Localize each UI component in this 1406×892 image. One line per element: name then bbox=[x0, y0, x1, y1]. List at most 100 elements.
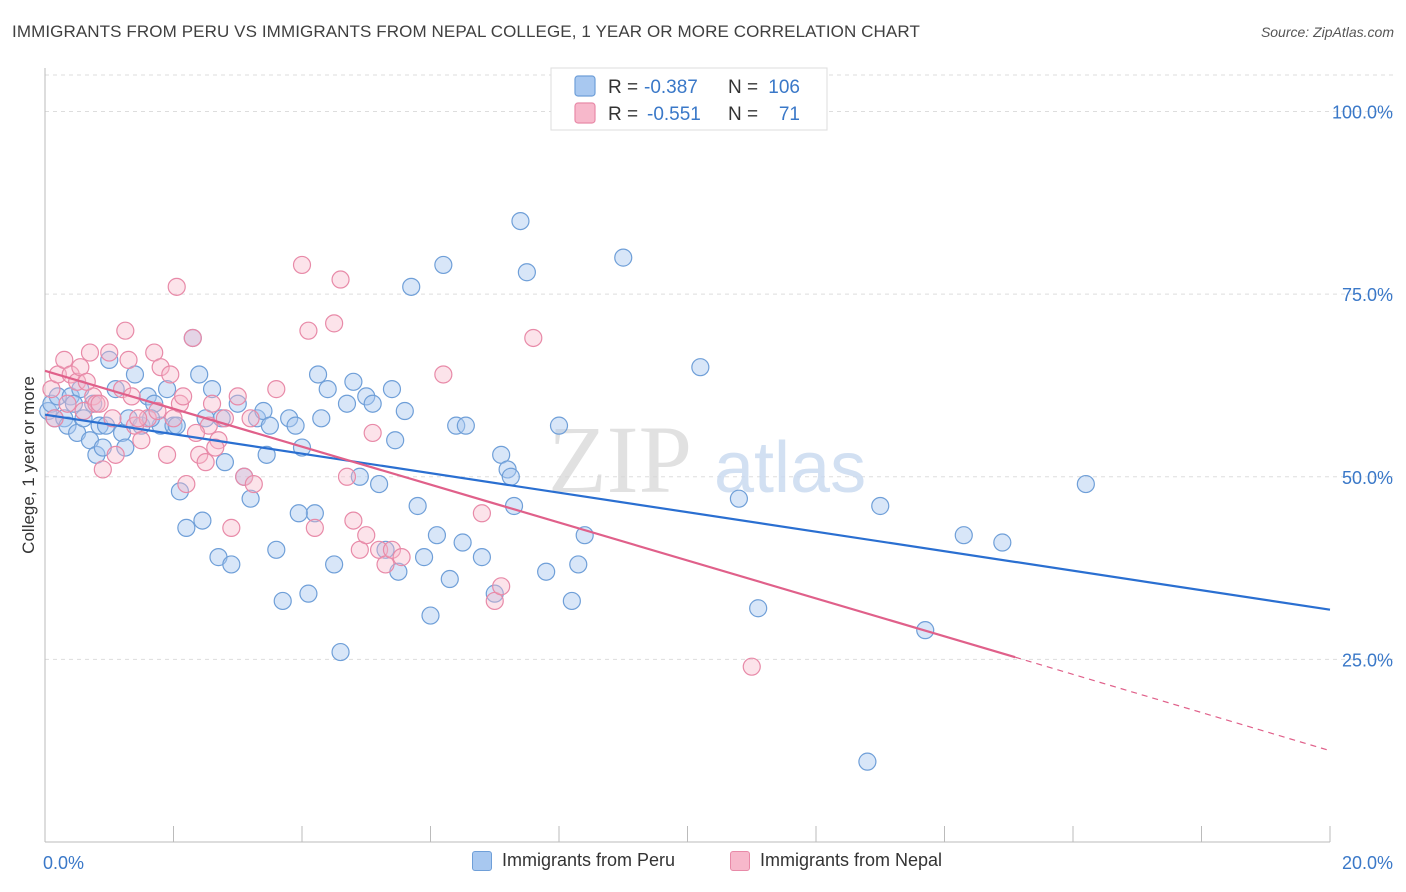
data-point-nepal bbox=[434, 365, 453, 384]
data-point-peru bbox=[215, 453, 234, 472]
data-point-nepal bbox=[174, 387, 193, 406]
data-point-nepal bbox=[337, 467, 357, 486]
trend-line-nepal bbox=[44, 369, 1016, 659]
data-point-peru bbox=[414, 548, 434, 567]
data-point-peru bbox=[501, 467, 520, 486]
data-point-nepal bbox=[45, 409, 64, 428]
data-point-peru bbox=[260, 416, 279, 435]
data-point-nepal bbox=[119, 350, 138, 369]
data-point-peru bbox=[376, 540, 395, 559]
data-point-peru bbox=[386, 431, 405, 450]
data-point-peru bbox=[193, 511, 212, 530]
data-point-nepal bbox=[93, 460, 112, 479]
data-point-peru bbox=[402, 277, 421, 296]
data-point-nepal bbox=[157, 445, 177, 464]
data-point-nepal bbox=[363, 423, 382, 443]
data-point-peru bbox=[395, 401, 414, 421]
gridlines bbox=[45, 74, 1395, 660]
trend-lines bbox=[44, 369, 1331, 752]
data-point-peru bbox=[157, 380, 177, 399]
data-point-nepal bbox=[524, 328, 543, 348]
data-point-peru bbox=[222, 555, 241, 574]
data-point-nepal bbox=[344, 511, 363, 530]
data-point-peru bbox=[241, 489, 260, 508]
data-point-peru bbox=[318, 380, 337, 399]
data-point-nepal bbox=[492, 577, 511, 596]
data-point-peru bbox=[363, 394, 382, 413]
data-point-nepal bbox=[235, 467, 254, 486]
legend-box: R = -0.387 N = 106 R = -0.551 N = 71 bbox=[550, 67, 828, 131]
data-point-peru bbox=[447, 416, 466, 435]
bottom-legend: Immigrants from Peru Immigrants from Nep… bbox=[0, 850, 1406, 878]
data-point-peru bbox=[299, 584, 318, 603]
bottom-legend-label-peru: Immigrants from Peru bbox=[502, 850, 676, 870]
data-point-nepal bbox=[206, 438, 225, 457]
data-point-nepal bbox=[167, 277, 186, 296]
legend-n-label-nepal: N = bbox=[728, 104, 758, 125]
data-point-peru bbox=[549, 416, 569, 435]
legend-n-label-peru: N = bbox=[728, 77, 758, 98]
data-point-peru bbox=[331, 642, 350, 662]
data-point-peru bbox=[177, 518, 196, 537]
bottom-legend-item-nepal: Immigrants from Nepal bbox=[730, 850, 942, 871]
axes bbox=[44, 68, 1331, 843]
data-point-peru bbox=[48, 387, 67, 406]
legend-n-value-nepal: 71 bbox=[779, 104, 800, 125]
data-point-peru bbox=[993, 533, 1012, 552]
data-point-nepal bbox=[244, 474, 263, 494]
data-point-nepal bbox=[103, 409, 122, 428]
data-point-peru bbox=[511, 211, 530, 231]
data-point-peru bbox=[289, 504, 308, 523]
data-point-nepal bbox=[325, 314, 344, 333]
data-point-peru bbox=[100, 350, 119, 369]
data-point-nepal bbox=[190, 445, 209, 464]
data-point-nepal bbox=[100, 343, 119, 362]
watermark-zip: ZIP bbox=[548, 406, 692, 513]
data-point-peru bbox=[344, 372, 363, 391]
tick-labels: 25.0% 50.0% 75.0% 100.0% 0.0% 20.0% bbox=[43, 103, 1393, 873]
data-point-nepal bbox=[202, 394, 222, 413]
data-point-peru bbox=[170, 482, 190, 501]
data-point-peru bbox=[273, 591, 292, 611]
legend-r-label-nepal: R = bbox=[608, 104, 638, 125]
legend-swatch-peru bbox=[574, 75, 596, 97]
data-point-peru bbox=[453, 533, 472, 552]
data-point-peru bbox=[614, 248, 633, 267]
data-point-peru bbox=[858, 752, 877, 771]
data-point-peru bbox=[202, 380, 222, 399]
data-point-nepal bbox=[151, 358, 170, 377]
data-point-peru bbox=[954, 526, 973, 545]
data-point-peru bbox=[871, 496, 890, 516]
data-point-peru bbox=[517, 263, 536, 282]
watermark: ZIP atlas bbox=[548, 406, 866, 513]
data-point-peru bbox=[350, 467, 369, 486]
data-point-peru bbox=[427, 526, 447, 545]
data-point-peru bbox=[280, 409, 299, 428]
data-point-peru bbox=[305, 504, 324, 523]
y-axis-label: College, 1 year or more bbox=[19, 376, 38, 554]
data-point-peru bbox=[370, 474, 389, 494]
data-point-nepal bbox=[138, 409, 157, 428]
data-point-nepal bbox=[292, 255, 312, 275]
data-point-nepal bbox=[357, 526, 376, 545]
data-point-peru bbox=[421, 606, 440, 625]
data-point-nepal bbox=[241, 409, 260, 428]
data-point-nepal bbox=[58, 394, 77, 413]
data-point-peru bbox=[325, 555, 344, 574]
data-point-nepal bbox=[392, 548, 411, 567]
data-point-peru bbox=[64, 394, 84, 413]
legend-r-label-peru: R = bbox=[608, 77, 638, 98]
data-point-peru bbox=[190, 365, 209, 384]
data-point-nepal bbox=[305, 518, 324, 537]
y-tick-label: 50.0% bbox=[1342, 468, 1393, 488]
data-point-peru bbox=[434, 255, 453, 275]
data-point-nepal bbox=[148, 401, 167, 421]
data-point-peru bbox=[42, 394, 61, 413]
trend-line-peru bbox=[44, 413, 1331, 611]
data-point-nepal bbox=[299, 321, 318, 340]
data-point-nepal bbox=[80, 343, 100, 362]
data-point-nepal bbox=[382, 540, 402, 559]
data-point-peru bbox=[286, 416, 305, 435]
data-point-peru bbox=[749, 599, 768, 618]
chart-title: IMMIGRANTS FROM PERU VS IMMIGRANTS FROM … bbox=[12, 22, 920, 41]
